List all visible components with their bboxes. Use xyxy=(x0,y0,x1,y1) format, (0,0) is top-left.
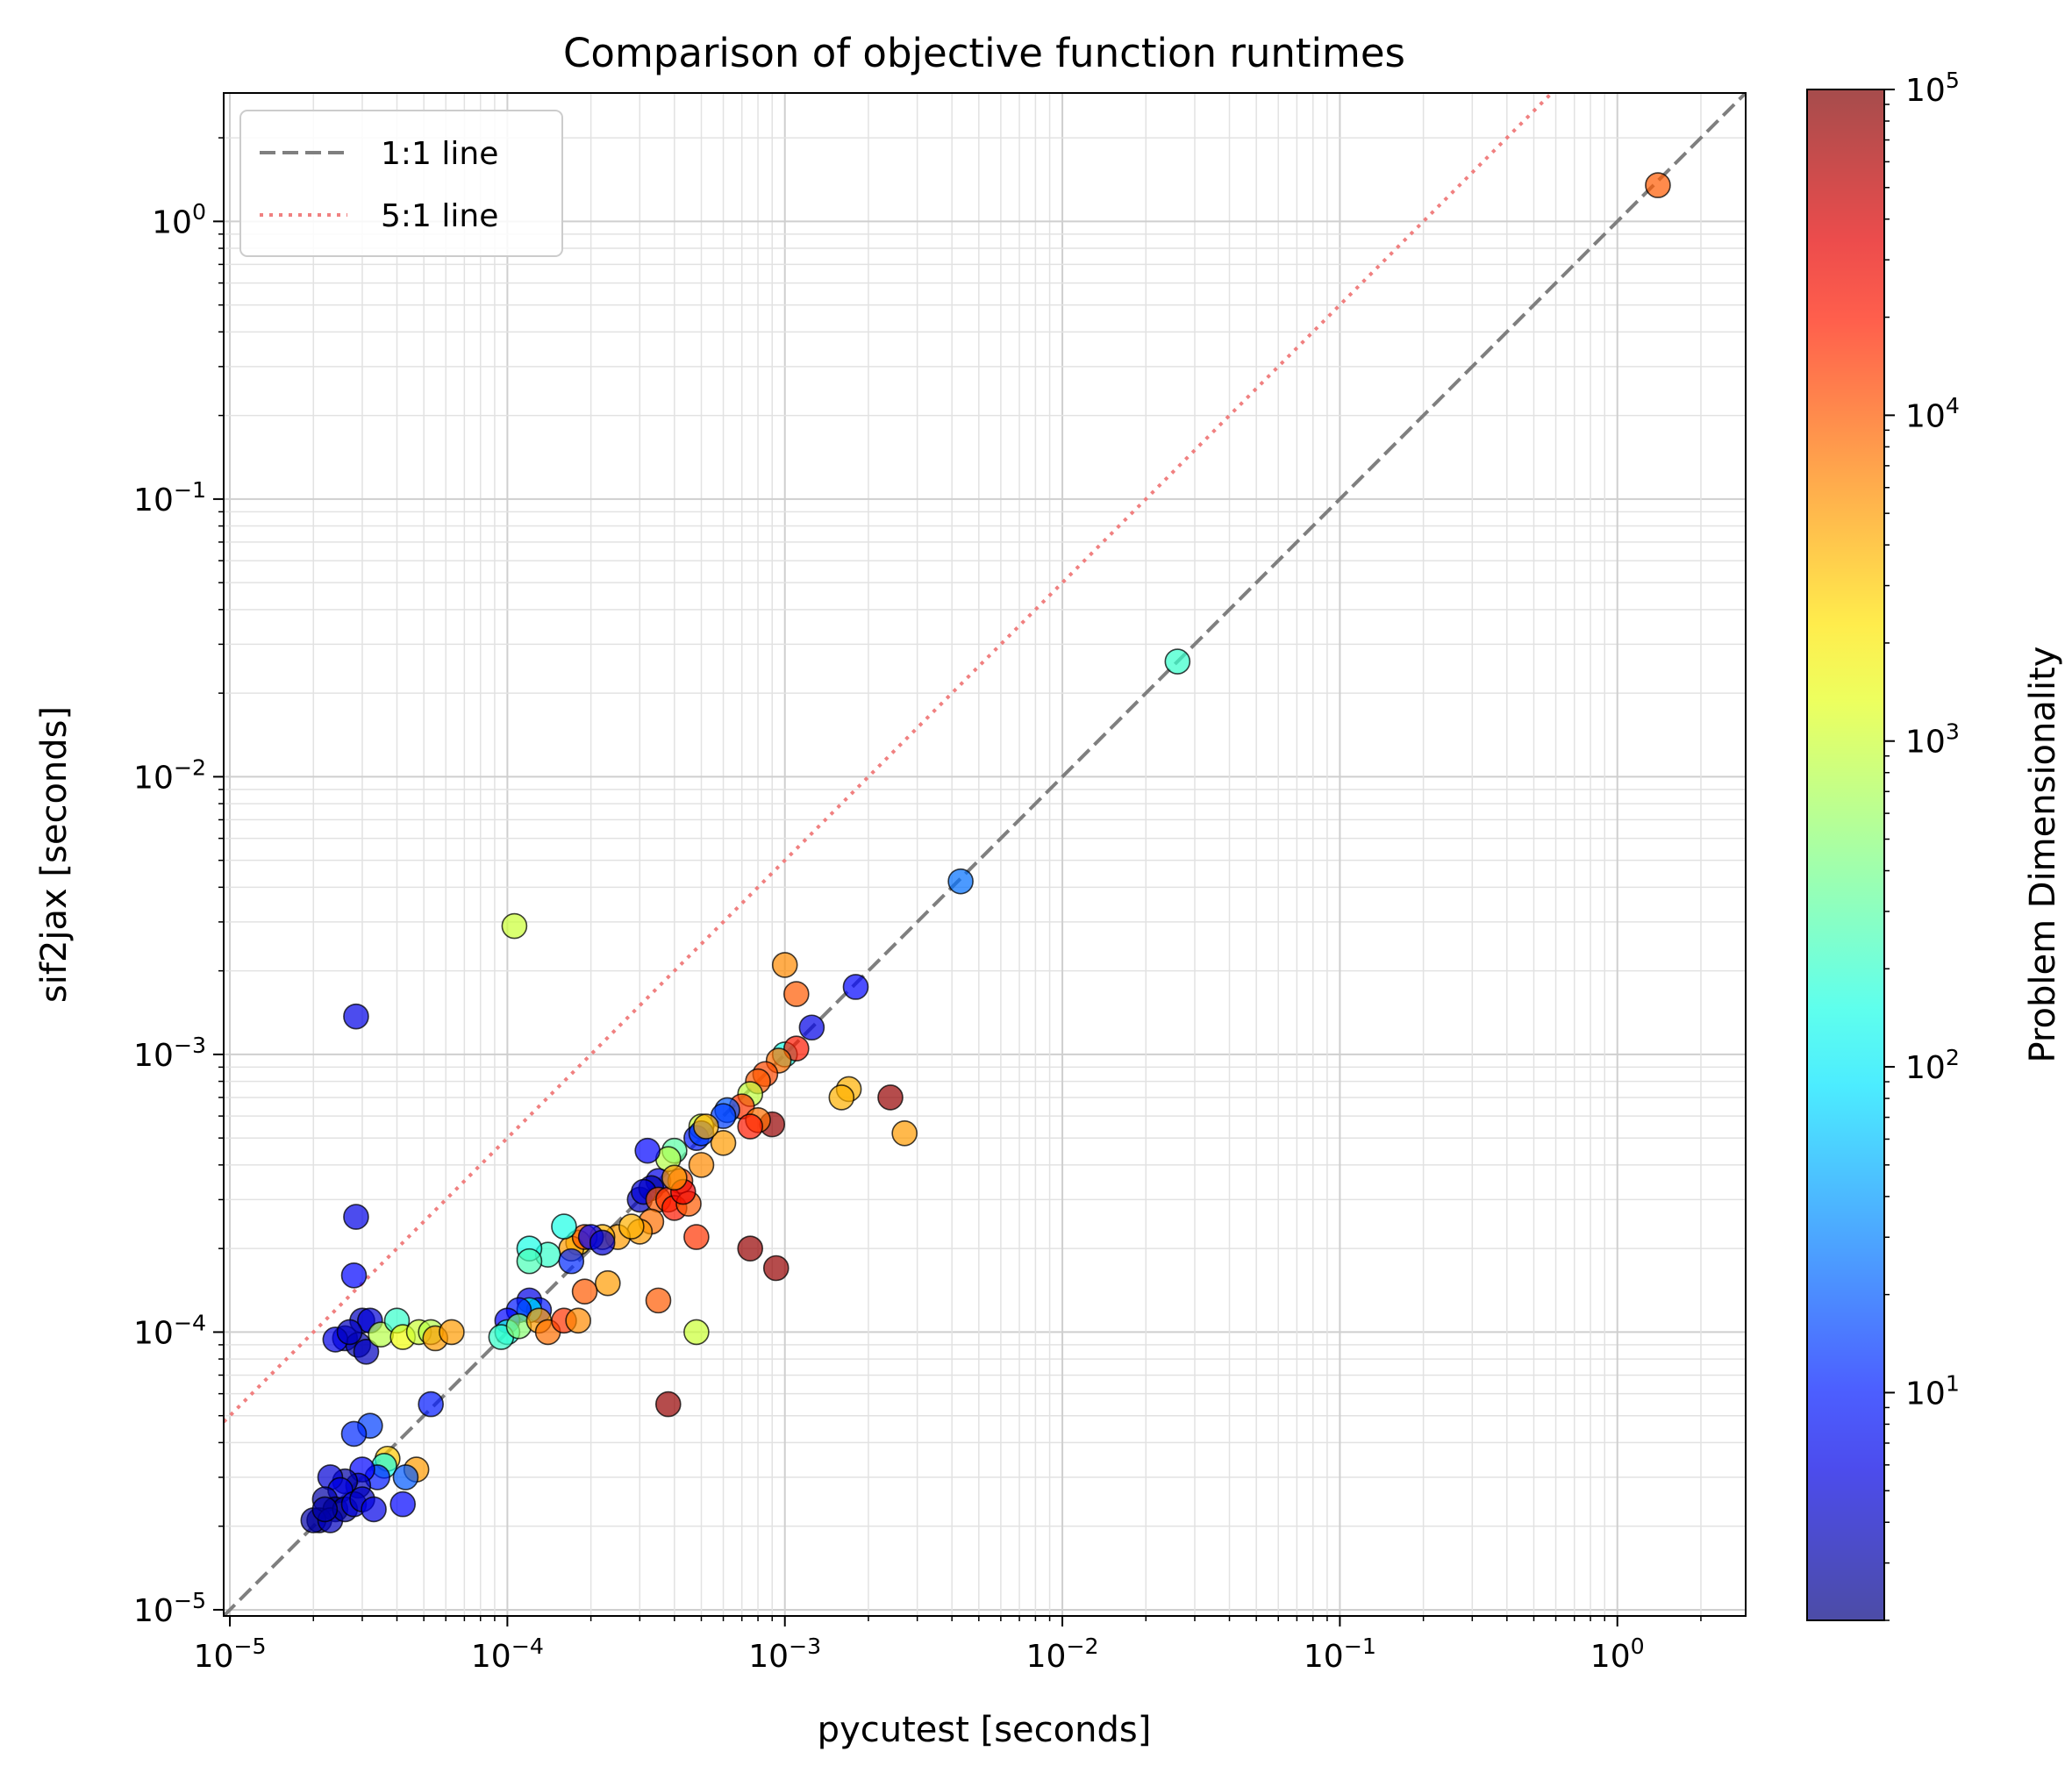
data-point xyxy=(340,1262,368,1289)
legend-box xyxy=(239,110,563,257)
one-to-one-line xyxy=(224,93,1746,1616)
legend-label: 5:1 line xyxy=(381,198,498,234)
five-to-one-line xyxy=(224,93,1554,1424)
data-point xyxy=(683,1319,710,1346)
data-point xyxy=(565,1307,591,1334)
data-point xyxy=(828,1084,855,1111)
data-point xyxy=(389,1491,417,1518)
data-point xyxy=(618,1213,645,1240)
data-point xyxy=(343,1003,369,1030)
data-point xyxy=(661,1164,688,1191)
y-tick-label: 10−4 xyxy=(133,1310,206,1351)
x-tick-label: 10−3 xyxy=(748,1634,821,1675)
data-point xyxy=(1645,172,1671,198)
data-point xyxy=(737,1113,763,1140)
colorbar-tick-label: 103 xyxy=(1905,719,1960,761)
y-axis-label: sif2jax [seconds] xyxy=(34,706,75,1003)
data-point xyxy=(645,1287,672,1314)
data-point xyxy=(947,868,974,895)
y-tick-label: 10−5 xyxy=(133,1588,206,1629)
data-point xyxy=(361,1496,387,1523)
data-point xyxy=(571,1278,598,1305)
y-tick-label: 10−3 xyxy=(133,1033,206,1074)
reference-lines xyxy=(224,93,1746,1616)
data-point xyxy=(762,1255,790,1282)
colorbar-ticks: 101 102 103 104 105 xyxy=(1884,68,1960,1621)
data-point xyxy=(737,1235,763,1262)
x-axis-ticks: 10−5 10−4 10−3 10−2 10−1 100 xyxy=(194,1616,1702,1675)
colorbar-tick-label: 101 xyxy=(1905,1370,1960,1412)
data-point xyxy=(551,1213,577,1240)
data-point xyxy=(771,952,798,978)
data-point xyxy=(516,1248,543,1275)
x-tick-label: 10−4 xyxy=(471,1634,544,1675)
chart-title: Comparison of objective function runtime… xyxy=(563,30,1405,76)
y-tick-label: 10−2 xyxy=(133,754,206,796)
data-point xyxy=(842,974,869,1000)
x-axis-label: pycutest [seconds] xyxy=(818,1710,1152,1750)
x-tick-label: 100 xyxy=(1590,1634,1645,1675)
data-point xyxy=(891,1120,918,1147)
colorbar-tick-label: 102 xyxy=(1905,1045,1960,1086)
data-point xyxy=(798,1014,825,1041)
y-tick-label: 10−1 xyxy=(133,477,206,518)
data-point xyxy=(877,1084,904,1111)
data-point xyxy=(1164,648,1191,675)
colorbar-tick-label: 105 xyxy=(1905,68,1960,109)
data-point xyxy=(710,1130,737,1156)
data-point xyxy=(501,912,528,940)
data-point xyxy=(634,1137,661,1164)
data-point xyxy=(783,981,810,1007)
data-point xyxy=(336,1319,363,1346)
y-tick-label: 100 xyxy=(152,199,206,240)
data-point xyxy=(311,1496,339,1523)
x-tick-label: 10−2 xyxy=(1026,1634,1099,1675)
colorbar-gradient xyxy=(1806,89,1885,1621)
data-point xyxy=(693,1113,719,1140)
x-tick-label: 10−5 xyxy=(194,1634,267,1675)
plot-frame xyxy=(223,92,1747,1617)
colorbar: 101 102 103 104 105 Problem Dimensionality xyxy=(1806,68,2063,1621)
data-point xyxy=(688,1152,715,1178)
colorbar-tick-label: 104 xyxy=(1905,393,1960,434)
colorbar-label: Problem Dimensionality xyxy=(2023,647,2063,1063)
data-point xyxy=(353,1338,380,1365)
grid-lines xyxy=(224,93,1746,1616)
data-point xyxy=(343,1204,369,1230)
x-tick-label: 10−1 xyxy=(1304,1634,1376,1675)
data-point xyxy=(654,1391,682,1418)
legend-label: 1:1 line xyxy=(381,136,498,172)
data-point xyxy=(683,1224,710,1250)
data-point xyxy=(595,1269,621,1297)
data-point xyxy=(392,1464,419,1491)
y-axis-ticks: 10−5 10−4 10−3 10−2 10−1 100 xyxy=(133,137,224,1629)
data-point xyxy=(439,1319,465,1346)
legend: 1:1 line 5:1 line xyxy=(239,110,563,257)
data-points xyxy=(300,172,1671,1534)
data-point xyxy=(589,1229,616,1256)
data-point xyxy=(418,1391,444,1418)
data-point xyxy=(558,1248,585,1275)
data-point xyxy=(340,1420,368,1448)
